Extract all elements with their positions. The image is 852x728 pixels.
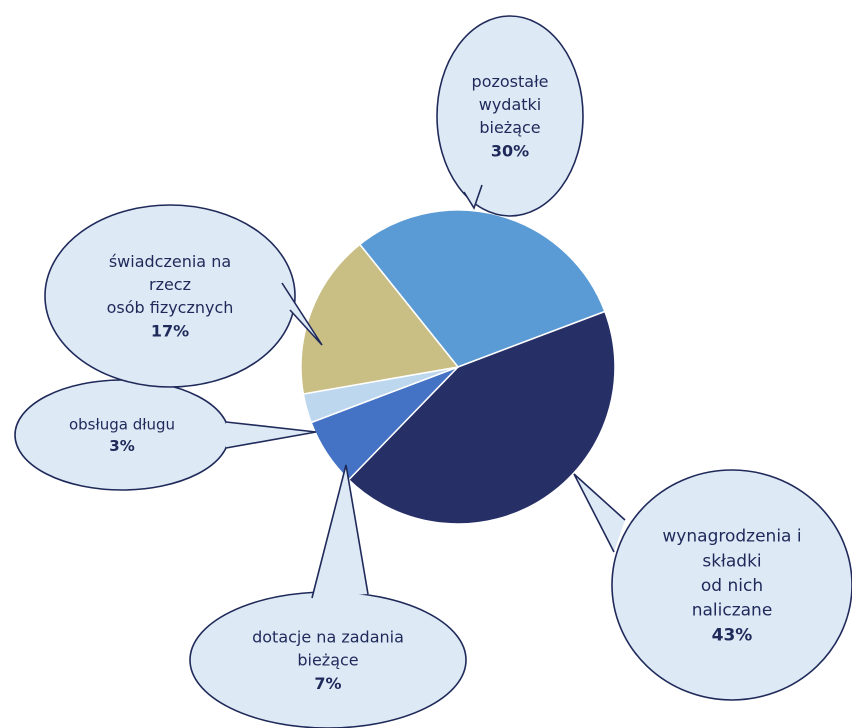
callout-bubble xyxy=(436,15,584,217)
callout-bubble xyxy=(14,379,230,491)
slice-category-label: od nich xyxy=(701,576,763,596)
callout-pointer xyxy=(225,421,317,449)
slice-value-label: 17% xyxy=(151,321,189,340)
callout-tail xyxy=(464,185,482,208)
callout-bubble xyxy=(611,469,852,701)
slice-category-label: naliczane xyxy=(692,601,773,621)
callout-bubble xyxy=(44,204,296,388)
slice-category-label: osób fizycznych xyxy=(107,298,234,317)
callout-wynagrodzenia-i: wynagrodzenia i składki od nich naliczane 43… xyxy=(573,469,852,701)
slice-value-label: 3% xyxy=(109,437,134,455)
callout-tail xyxy=(226,422,316,448)
slice-value-label: 30% xyxy=(491,141,529,160)
slice-category-label: obsługa długu xyxy=(69,415,175,433)
pie-slices xyxy=(300,209,616,525)
pie-slice-wynagrodzenia-i xyxy=(347,310,616,525)
callout-pointer xyxy=(573,473,626,553)
callout-pointer xyxy=(281,282,323,346)
callout-obsluga-dlugu: obsługa długu 3% xyxy=(14,379,317,491)
slice-value-label: 7% xyxy=(314,674,341,693)
slice-category-label: składki xyxy=(702,551,761,571)
slice-category-label: wynagrodzenia i xyxy=(662,527,801,547)
slice-category-label: dotacje na zadania xyxy=(252,627,404,646)
slice-category-label: wydatki xyxy=(479,95,542,114)
callout-pointer xyxy=(463,184,483,210)
slice-category-label: pozostałe xyxy=(472,72,549,91)
callout-dotacje-na-zadania: dotacje na zadania bieżące 7% xyxy=(189,464,467,728)
callout-pozostale: pozostałe wydatki bieżące 30% xyxy=(436,15,584,217)
callout-tail xyxy=(574,474,625,552)
callout-pointer xyxy=(311,464,369,599)
slice-value-label: 43% xyxy=(712,625,753,645)
slice-category-label: bieżące xyxy=(479,118,540,137)
slice-category-label: świadczenia na xyxy=(109,252,231,271)
slice-category-label: bieżące xyxy=(297,651,358,670)
callouts: pozostałe wydatki bieżące 30% wynagrodzenia … xyxy=(14,15,852,728)
slice-category-label: rzecz xyxy=(149,275,191,294)
callout-tail xyxy=(312,465,368,598)
callout-swiadczenia-na: świadczenia na rzecz osób fizycznych 17% xyxy=(44,204,323,388)
pie-slice-swiadczenia-na xyxy=(300,243,460,395)
